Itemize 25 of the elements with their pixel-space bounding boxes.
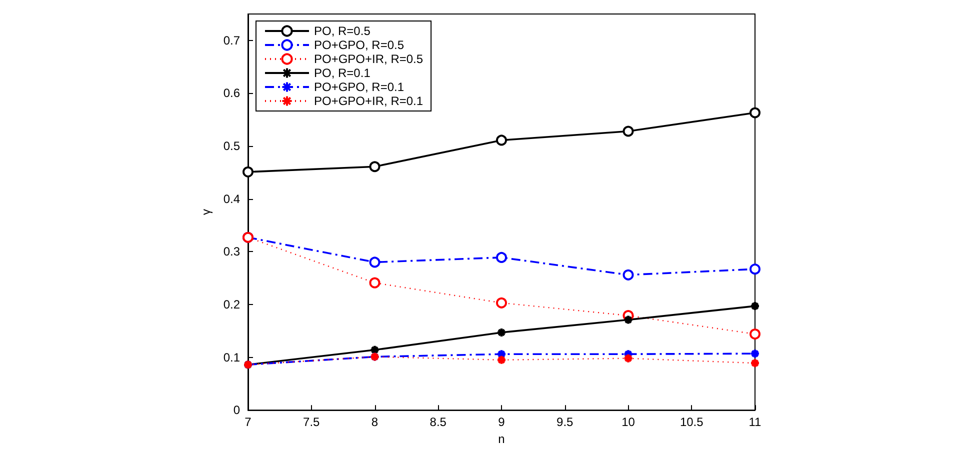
y-tick-label: 0.2 bbox=[223, 297, 240, 312]
x-tick-label: 11 bbox=[748, 415, 762, 430]
x-axis-title: n bbox=[498, 432, 505, 446]
x-tick-label: 8 bbox=[371, 415, 378, 430]
y-axis-title: γ bbox=[199, 209, 213, 216]
y-tick-label: 0.1 bbox=[223, 350, 240, 364]
x-tick-label: 10.5 bbox=[680, 415, 704, 430]
y-tick-label: 0 bbox=[233, 403, 240, 418]
legend-label: PO, R=0.5 bbox=[314, 24, 371, 38]
x-tick-label: 10 bbox=[622, 415, 636, 430]
y-tick-label: 0.5 bbox=[223, 139, 240, 154]
y-tick-label: 0.7 bbox=[223, 33, 240, 48]
y-tick-label: 0.4 bbox=[223, 192, 240, 206]
legend-label: PO+GPO+IR, R=0.1 bbox=[314, 94, 424, 108]
x-tick-label: 9.5 bbox=[556, 415, 574, 430]
legend-label: PO+GPO, R=0.5 bbox=[314, 38, 404, 52]
legend-label: PO+GPO+IR, R=0.5 bbox=[314, 52, 424, 66]
legend-label: PO+GPO, R=0.1 bbox=[314, 80, 404, 94]
x-tick-label: 7 bbox=[244, 415, 252, 430]
y-tick-label: 0.6 bbox=[223, 86, 240, 100]
x-tick-label: 7.5 bbox=[303, 415, 320, 430]
x-tick-label: 9 bbox=[498, 415, 506, 430]
x-tick-label: 8.5 bbox=[430, 415, 447, 430]
legend-label: PO, R=0.1 bbox=[314, 66, 371, 80]
y-tick-label: 0.3 bbox=[223, 244, 240, 259]
